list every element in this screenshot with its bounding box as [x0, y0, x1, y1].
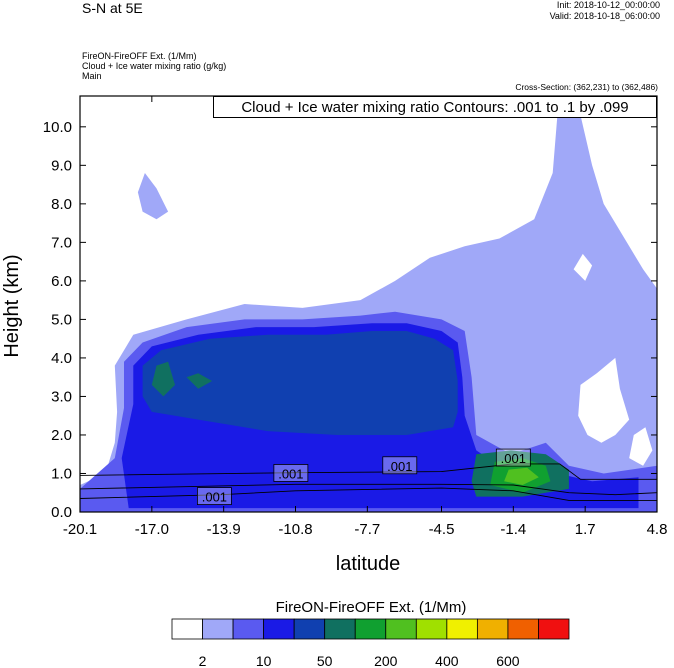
- section-title: S-N at 5E: [82, 0, 143, 16]
- y-axis: 0.0 1.0 2.0 3.0 4.0 5.0 6.0 7.0 8.0 9.0 10.0: [43, 119, 657, 521]
- contour-info-box: Cloud + Ice water mixing ratio Contours:…: [213, 96, 657, 118]
- colorbar: 2 10 50 200 400 600: [171, 618, 570, 668]
- y-tick-label: 10.0: [43, 119, 72, 136]
- contour-label-box: [273, 464, 309, 482]
- contour-label: .001: [501, 451, 526, 466]
- x-tick-label: -7.7: [354, 521, 380, 538]
- valid-time: Valid: 2018-10-18_06:00:00: [549, 11, 660, 21]
- colorbar-label: 200: [374, 653, 398, 668]
- colorbar-title: FireON-FireOFF Ext. (1/Mm): [276, 599, 467, 616]
- y-tick-label: 2.0: [51, 427, 72, 444]
- fill-region-level-1: [137, 173, 169, 220]
- contour-label-box: [495, 448, 531, 467]
- colorbar-swatch: [385, 618, 417, 640]
- y-tick-label: 4.0: [51, 350, 72, 367]
- contour-labels: .001 .001 .001 .001: [197, 448, 531, 505]
- fill-region-level-5: [151, 361, 175, 397]
- x-tick-label: -17.0: [135, 521, 169, 538]
- colorbar-swatch: [232, 618, 265, 640]
- domain-label: Main: [82, 71, 102, 81]
- contour-line: [80, 487, 657, 501]
- y-tick-label: 1.0: [51, 465, 72, 482]
- y-tick-label: 0.0: [51, 504, 72, 521]
- contour-label-box: [382, 456, 418, 475]
- cross-section-label: Cross-Section: (362,231) to (362,486): [515, 82, 658, 92]
- contour-line: [80, 483, 657, 496]
- colorbar-swatch: [263, 618, 295, 640]
- colorbar-label: 10: [256, 653, 272, 668]
- colorbar-swatch: [507, 618, 539, 640]
- colorbar-label: 50: [317, 653, 333, 668]
- field-label-extinction: FireON-FireOFF Ext. (1/Mm): [82, 51, 197, 61]
- colorbar-swatch: [171, 618, 203, 640]
- contour-label: .001: [202, 490, 227, 505]
- colorbar-swatch: [538, 618, 570, 640]
- clear-regions: [573, 253, 653, 466]
- field-label-mixing-ratio: Cloud + Ice water mixing ratio (g/kg): [82, 61, 227, 71]
- x-tick-label: 4.8: [647, 521, 668, 538]
- x-tick-label: -13.9: [207, 521, 241, 538]
- contour-label-box: [197, 487, 232, 505]
- colorbar-swatch: [446, 618, 478, 640]
- contour-label: .001: [278, 466, 303, 481]
- fill-region-level-7: [504, 467, 539, 485]
- fill-region-level-5: [186, 373, 213, 389]
- x-tick-label: -1.4: [500, 521, 526, 538]
- colorbar-label: 400: [435, 653, 459, 668]
- contour-label: .001: [387, 459, 412, 474]
- y-tick-label: 3.0: [51, 388, 72, 405]
- x-tick-label: -10.8: [278, 521, 312, 538]
- init-time: Init: 2018-10-12_00:00:00: [556, 0, 660, 10]
- fill-region-level-4: [142, 331, 458, 435]
- colorbar-swatch: [476, 618, 509, 640]
- x-axis-title: latitude: [336, 553, 401, 575]
- y-tick-label: 6.0: [51, 273, 72, 290]
- colorbar-swatch: [415, 618, 448, 640]
- colorbar-label: 2: [199, 653, 207, 668]
- y-tick-label: 9.0: [51, 157, 72, 174]
- colorbar-swatch: [293, 618, 326, 640]
- contour-line: [80, 463, 657, 480]
- colorbar-swatch: [202, 618, 234, 640]
- clear-region: [578, 357, 630, 443]
- clear-region: [573, 253, 593, 281]
- colorbar-swatch: [354, 618, 387, 640]
- colorbar-swatch: [324, 618, 356, 640]
- y-tick-label: 7.0: [51, 234, 72, 251]
- y-axis-title: Height (km): [1, 254, 23, 357]
- shaded-fields: [80, 115, 657, 512]
- contour-lines: [80, 463, 657, 501]
- y-tick-label: 8.0: [51, 196, 72, 213]
- colorbar-label: 600: [496, 653, 520, 668]
- x-tick-label: -20.1: [63, 521, 97, 538]
- y-tick-label: 5.0: [51, 311, 72, 328]
- clear-region: [629, 427, 653, 466]
- x-tick-label: -4.5: [429, 521, 455, 538]
- x-tick-label: 1.7: [575, 521, 596, 538]
